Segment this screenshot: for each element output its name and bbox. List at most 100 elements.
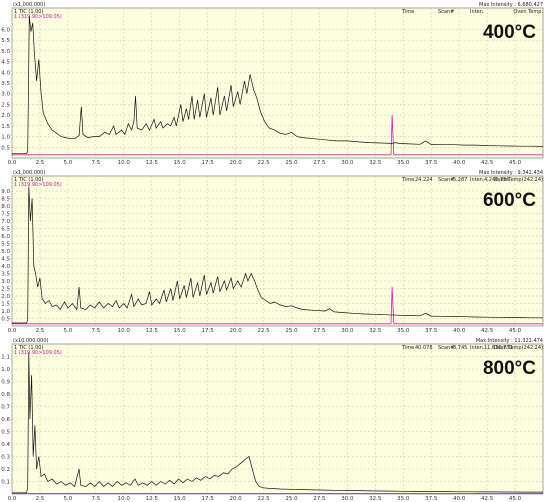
y-tick-label: 7.0 [1,219,10,225]
x-tick-label: 0.0 [8,496,17,502]
header-time: Time [401,345,414,351]
x-tick-label: 30.0 [341,160,354,166]
y-tick-label: 1.5 [1,124,10,130]
y-tick-label: 2.5 [1,102,10,108]
y-tick-label: 7.5 [1,212,10,218]
x-tick-label: 10.0 [118,496,131,502]
trace-tic-label: 1 TIC (1.00) [14,345,43,351]
chromatogram-panel-600: 0.5 1.0 1.5 2.0 2.5 3.0 3.5 4.0 4.5 5.0 5.5 6.0 6.5 7… [0,168,550,334]
x-tick-label: 17.5 [202,160,215,166]
x-tick-label: 25.0 [285,328,298,334]
x-tick-label: 12.5 [146,328,159,334]
header-time-value: 24.224 [415,177,433,183]
header-scan-value: 8,745 [453,345,467,351]
x-tick-label: 32.5 [369,496,382,502]
y-tick-label: 5.5 [1,242,10,248]
x-tick-label: 45.0 [509,328,522,334]
temperature-label: 800°C [483,358,536,379]
x-tick-label: 15.0 [174,328,187,334]
x-tick-label: 7.5 [91,160,100,166]
y-tick-label: 0.7 [1,405,10,411]
y-tick-label: 2.0 [1,294,10,300]
y-tick-label: 8.5 [1,197,10,203]
x-tick-label: 30.0 [341,328,354,334]
y-tick-label: 0.9 [1,380,10,386]
x-tick-label: 32.5 [369,160,382,166]
header-time: Time [401,9,414,15]
y-tick-label: 4.5 [1,257,10,263]
x-tick-label: 35.0 [397,496,410,502]
scale-label: (x10,000,000) [13,338,49,344]
x-tick-label: 42.5 [481,160,494,166]
header-max-intensity: Max Intensity : 9,342,434 [479,170,543,176]
header-max-intensity: Max Intensity : 6,680,427 [479,2,543,8]
chromatogram-600: 0.51.01.52.02.53.03.54.04.55.05.56.06.57… [1,170,544,334]
y-tick-label: 2.0 [1,113,10,119]
x-tick-label: 22.5 [257,160,270,166]
x-tick-label: 42.5 [481,328,494,334]
header-inten: Inten. [470,177,485,183]
x-tick-label: 20.0 [229,496,242,502]
x-tick-label: 27.5 [313,328,326,334]
x-tick-label: 15.0 [174,496,187,502]
chromatogram-panel-800: 0.1 0.2 0.3 0.4 0.5 0.6 0.7 0.8 0.9 1.0 1.1 0.0 2.5 5… [0,336,550,502]
scale-label: (x1,000,000) [13,170,45,176]
x-tick-label: 17.5 [202,496,215,502]
y-tick-label: 1.0 [1,367,10,373]
chromatogram-panel-400: 0.5 1.0 1.5 2.0 2.5 3.0 3.5 4.0 4.5 5.0 5.5 6.0 0.0 2… [0,0,550,166]
header-oven-temp: Oven Temp(242.24) [494,345,544,351]
y-tick-label: 0.6 [1,417,10,423]
y-tick-label: 1.0 [1,135,10,141]
y-tick-label: 5.0 [1,249,10,255]
x-tick-label: 40.0 [453,328,466,334]
x-tick-label: 37.5 [425,496,438,502]
header-scan: Scan# [438,345,454,351]
chromatogram-400: 0.5 1.0 1.5 2.0 2.5 3.0 3.5 4.0 4.5 5.0 5.5 6.0 0.0 2… [1,2,544,166]
y-tick-label: 0.5 [1,430,10,436]
x-tick-label: 10.0 [118,328,131,334]
x-tick-label: 15.0 [174,160,187,166]
y-tick-label: 1.5 [1,302,10,308]
y-tick-label: 9.0 [1,189,10,195]
x-tick-label: 27.5 [313,160,326,166]
x-tick-label: 10.0 [118,160,131,166]
temperature-label: 600°C [483,190,536,211]
x-tick-label: 35.0 [397,160,410,166]
y-tick-label: 1.1 [1,355,10,361]
trace-tic-label: 1 TIC (1.00) [14,9,43,15]
x-tick-label: 12.5 [146,160,159,166]
x-tick-label: 0.0 [8,328,17,334]
y-tick-label: 3.5 [1,272,10,278]
y-tick-label: 0.5 [1,145,10,151]
x-tick-label: 40.0 [453,496,466,502]
header-scan-value: 5,287 [453,177,467,183]
x-tick-label: 5.0 [64,496,73,502]
trace-mz-label: 1 (319.90>109.05) [14,14,62,20]
x-tick-label: 40.0 [453,160,466,166]
header-inten: Inten. [470,9,485,15]
x-tick-label: 12.5 [146,496,159,502]
header-time-value: 40.078 [415,345,433,351]
y-tick-label: 3.0 [1,92,10,98]
trace-mz-label: 1 (319.90>109.05) [14,182,62,188]
x-tick-label: 20.0 [229,160,242,166]
y-tick-label: 0.8 [1,392,10,398]
x-tick-label: 17.5 [202,328,215,334]
x-tick-label: 37.5 [425,328,438,334]
y-tick-label: 2.5 [1,287,10,293]
scale-label: (x1,000,000) [13,2,45,8]
x-tick-label: 35.0 [397,328,410,334]
y-tick-label: 6.5 [1,227,10,233]
temperature-label: 400°C [483,22,536,43]
header-inten: Inten. [470,345,485,351]
y-tick-label: 3.0 [1,279,10,285]
y-tick-label: 3.5 [1,81,10,87]
tic-trace-line [12,16,544,155]
trace-tic-label: 1 TIC (1.00) [14,177,43,183]
x-tick-label: 25.0 [285,160,298,166]
x-tick-label: 2.5 [36,496,45,502]
tic-trace-line [12,186,543,324]
tic-trace-line [12,352,543,494]
header-time: Time [401,177,414,183]
x-tick-label: 42.5 [481,496,494,502]
